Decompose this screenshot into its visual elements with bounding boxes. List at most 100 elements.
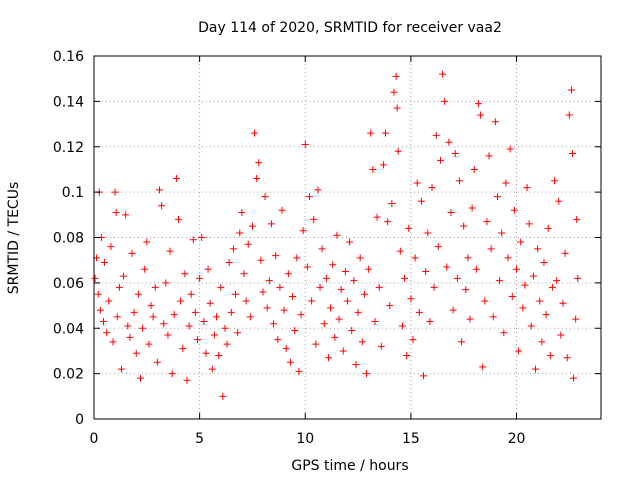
- data-point: [422, 268, 430, 276]
- data-point: [155, 186, 163, 194]
- data-point: [162, 279, 170, 287]
- data-point: [523, 184, 531, 192]
- data-point: [172, 175, 180, 183]
- data-point: [489, 313, 497, 321]
- data-point: [573, 215, 581, 223]
- data-point: [105, 297, 113, 305]
- data-point: [151, 283, 159, 291]
- data-point: [538, 338, 546, 346]
- data-point: [149, 313, 157, 321]
- data-point: [350, 277, 358, 285]
- data-point: [153, 358, 161, 366]
- data-point: [166, 247, 174, 255]
- data-point: [293, 254, 301, 262]
- data-point: [405, 224, 413, 232]
- data-point: [393, 104, 401, 112]
- data-point: [472, 265, 480, 273]
- data-point: [117, 365, 125, 373]
- data-point: [191, 308, 199, 316]
- data-point: [179, 345, 187, 353]
- y-axis-label: SRMTID / TECUs: [6, 182, 22, 295]
- data-point: [384, 218, 392, 226]
- data-point: [286, 358, 294, 366]
- data-point: [536, 297, 544, 305]
- data-point: [206, 299, 214, 307]
- data-point: [107, 243, 115, 251]
- data-point: [170, 311, 178, 319]
- data-point: [272, 252, 280, 260]
- data-point: [94, 290, 102, 298]
- data-point: [561, 249, 569, 257]
- data-point: [278, 206, 286, 214]
- data-point: [122, 211, 130, 219]
- data-point: [379, 161, 387, 169]
- data-point: [244, 240, 252, 248]
- data-point: [255, 159, 263, 167]
- data-point: [141, 265, 149, 273]
- data-point: [453, 274, 461, 282]
- data-point: [335, 315, 343, 323]
- data-point: [568, 150, 576, 158]
- data-point: [100, 317, 108, 325]
- data-point: [464, 254, 472, 262]
- data-point: [409, 336, 417, 344]
- data-point: [468, 204, 476, 212]
- data-point: [498, 229, 506, 237]
- data-point: [477, 111, 485, 119]
- data-point: [555, 197, 563, 205]
- y-tick-label: 0.12: [53, 140, 84, 156]
- data-point: [238, 209, 246, 217]
- data-point: [502, 179, 510, 187]
- data-point: [213, 313, 221, 321]
- data-point: [194, 336, 202, 344]
- data-point: [289, 292, 297, 300]
- data-point: [434, 243, 442, 251]
- data-point: [390, 88, 398, 96]
- y-tick-label: 0.06: [53, 276, 84, 292]
- grid-lines: [94, 56, 601, 419]
- data-point: [183, 376, 191, 384]
- data-point: [234, 329, 242, 337]
- data-point: [396, 247, 404, 255]
- data-point: [196, 274, 204, 282]
- data-point: [487, 245, 495, 253]
- y-tick-label: 0.02: [53, 367, 84, 383]
- data-point: [430, 283, 438, 291]
- data-point: [415, 308, 423, 316]
- data-point: [491, 118, 499, 126]
- x-tick-label: 20: [508, 431, 526, 447]
- y-tick-label: 0.1: [62, 185, 84, 201]
- y-tick-label: 0.08: [53, 231, 84, 247]
- data-point: [485, 152, 493, 160]
- data-point: [458, 338, 466, 346]
- data-point: [451, 150, 459, 158]
- data-point: [259, 288, 267, 296]
- data-point: [382, 129, 390, 137]
- data-point: [225, 258, 233, 266]
- data-point: [240, 270, 248, 278]
- x-tick-label: 0: [90, 431, 99, 447]
- data-point: [91, 274, 99, 282]
- data-point: [439, 70, 447, 78]
- data-point: [248, 222, 256, 230]
- data-point: [181, 270, 189, 278]
- data-point: [322, 274, 330, 282]
- data-point: [527, 322, 535, 330]
- data-point: [251, 129, 259, 137]
- data-point: [371, 317, 379, 325]
- data-point: [449, 306, 457, 314]
- data-point: [112, 209, 120, 217]
- y-tick-label: 0: [75, 412, 84, 428]
- data-point: [164, 331, 172, 339]
- data-point: [441, 97, 449, 105]
- data-point: [246, 313, 254, 321]
- data-point: [101, 258, 109, 266]
- data-point: [204, 265, 212, 273]
- data-point: [202, 349, 210, 357]
- data-point: [521, 281, 529, 289]
- x-axis-label: GPS time / hours: [291, 458, 408, 474]
- data-point: [493, 193, 501, 201]
- data-point: [354, 308, 362, 316]
- data-point: [420, 372, 428, 380]
